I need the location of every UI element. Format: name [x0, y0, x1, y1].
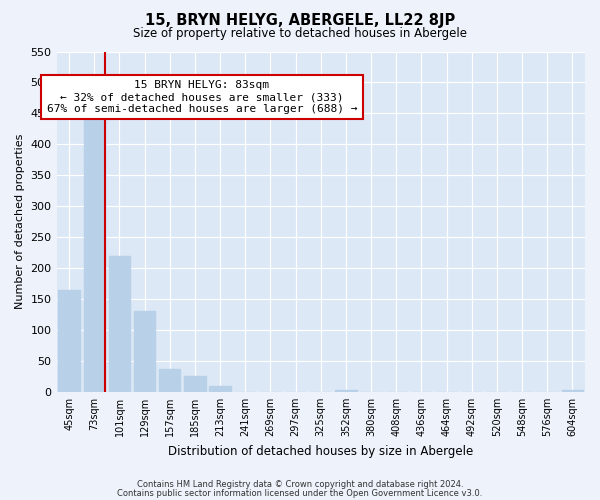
Bar	[83, 116, 105, 392]
Bar	[58, 290, 80, 392]
Bar	[184, 376, 206, 392]
Text: 15, BRYN HELYG, ABERGELE, LL22 8JP: 15, BRYN HELYG, ABERGELE, LL22 8JP	[145, 12, 455, 28]
Text: 15 BRYN HELYG: 83sqm
← 32% of detached houses are smaller (333)
67% of semi-deta: 15 BRYN HELYG: 83sqm ← 32% of detached h…	[47, 80, 357, 114]
Bar	[335, 390, 356, 392]
Bar	[562, 390, 583, 392]
Text: Contains public sector information licensed under the Open Government Licence v3: Contains public sector information licen…	[118, 488, 482, 498]
Bar	[134, 312, 155, 392]
Text: Size of property relative to detached houses in Abergele: Size of property relative to detached ho…	[133, 28, 467, 40]
X-axis label: Distribution of detached houses by size in Abergele: Distribution of detached houses by size …	[168, 444, 473, 458]
Bar	[209, 386, 231, 392]
Text: Contains HM Land Registry data © Crown copyright and database right 2024.: Contains HM Land Registry data © Crown c…	[137, 480, 463, 489]
Bar	[109, 256, 130, 392]
Bar	[159, 369, 181, 392]
Y-axis label: Number of detached properties: Number of detached properties	[15, 134, 25, 310]
